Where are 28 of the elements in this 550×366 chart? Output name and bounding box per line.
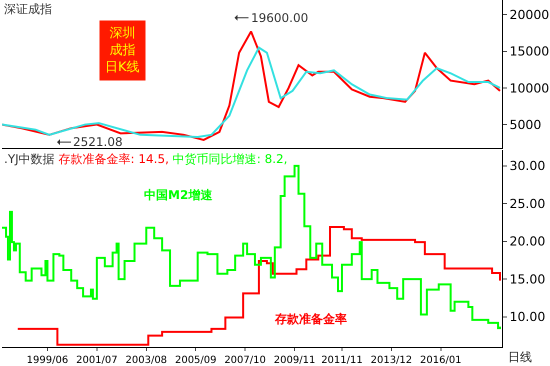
x-tick-label: 1999/06	[26, 355, 68, 366]
annotation: 深圳成指日K线	[105, 26, 140, 75]
y-tick-label: 10.00	[510, 309, 546, 324]
chart-title: 深证成指	[4, 2, 52, 16]
y-tick-label: 30.00	[510, 158, 546, 174]
annotation: 存款准备金率: 14.5,	[58, 152, 169, 166]
y-tick-label: 20.00	[510, 234, 546, 249]
text: 日线	[508, 350, 532, 364]
y-tick-label: 5000	[510, 116, 542, 132]
annotation: 19600.00	[251, 11, 308, 25]
text: 中国M2增速	[144, 188, 214, 202]
annotation: 中货币同比增速: 8.2,	[172, 152, 288, 166]
x-tick-label: 2016/01	[420, 355, 462, 366]
x-tick-label: 2013/12	[370, 355, 412, 366]
y-tick-label: 15000	[510, 44, 550, 59]
y-tick-label: 15.00	[510, 271, 546, 286]
y-tick-label: 25.00	[510, 196, 546, 211]
x-tick-label: 2001/07	[76, 355, 118, 366]
x-tick-label: 2007/10	[224, 355, 266, 366]
x-tick-label: 2003/08	[125, 355, 168, 366]
x-tick-label: 2011/11	[321, 355, 363, 366]
y-tick-label: 10000	[510, 80, 550, 96]
x-tick-label: 2005/09	[174, 355, 217, 366]
annotation: 2521.08	[73, 135, 123, 149]
text: 存款准备金率	[274, 312, 347, 326]
annotation: .YJ中数据	[4, 152, 55, 166]
x-tick-label: 2009/11	[274, 355, 316, 366]
y-tick-label: 20000	[510, 7, 550, 22]
